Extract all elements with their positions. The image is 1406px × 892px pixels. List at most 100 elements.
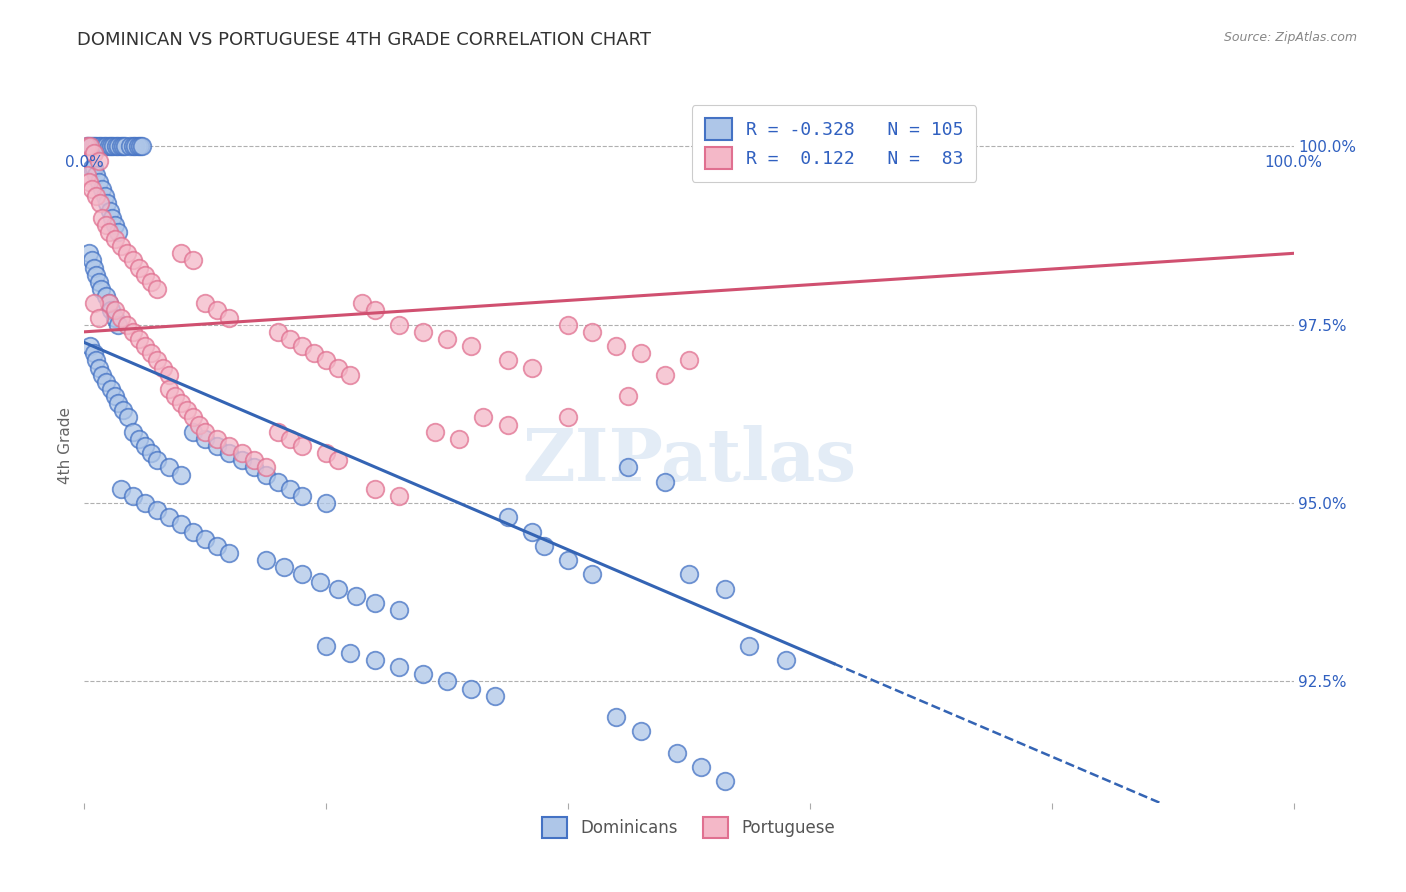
Point: [91, 182, 114, 196]
Point: [496, 353, 519, 368]
Point: [90, 282, 112, 296]
Point: [520, 360, 543, 375]
Point: [188, 417, 211, 432]
Point: [218, 546, 240, 560]
Point: [83, 139, 105, 153]
Point: [104, 218, 127, 232]
Point: [107, 318, 129, 332]
Point: [104, 303, 127, 318]
Point: [254, 467, 277, 482]
Point: [388, 660, 411, 674]
Point: [87, 310, 110, 325]
Point: [128, 332, 150, 346]
Point: [152, 360, 174, 375]
Point: [605, 339, 627, 353]
Point: [496, 417, 519, 432]
Point: [128, 432, 150, 446]
Point: [83, 146, 105, 161]
Point: [87, 175, 110, 189]
Point: [83, 260, 105, 275]
Point: [80, 139, 103, 153]
Point: [89, 196, 111, 211]
Point: [690, 760, 713, 774]
Point: [412, 667, 434, 681]
Point: [207, 432, 229, 446]
Point: [121, 253, 143, 268]
Point: [79, 139, 101, 153]
Point: [87, 139, 110, 153]
Point: [181, 253, 204, 268]
Point: [242, 453, 264, 467]
Point: [112, 139, 135, 153]
Point: [181, 425, 204, 439]
Point: [181, 410, 204, 425]
Point: [112, 403, 135, 417]
Point: [157, 382, 180, 396]
Point: [110, 310, 132, 325]
Point: [86, 268, 108, 282]
Point: [315, 496, 337, 510]
Point: [139, 275, 162, 289]
Text: 100.0%: 100.0%: [1264, 155, 1323, 169]
Point: [115, 318, 138, 332]
Point: [460, 339, 482, 353]
Point: [533, 539, 555, 553]
Point: [665, 746, 688, 760]
Point: [436, 332, 458, 346]
Point: [121, 489, 143, 503]
Point: [170, 467, 193, 482]
Text: ZIPatlas: ZIPatlas: [522, 425, 856, 496]
Point: [678, 353, 700, 368]
Point: [207, 303, 229, 318]
Point: [346, 589, 368, 603]
Point: [131, 139, 153, 153]
Point: [557, 410, 579, 425]
Point: [617, 460, 640, 475]
Point: [328, 453, 350, 467]
Point: [146, 503, 169, 517]
Point: [315, 639, 337, 653]
Point: [194, 532, 217, 546]
Point: [134, 439, 156, 453]
Point: [267, 425, 290, 439]
Point: [94, 218, 117, 232]
Point: [363, 596, 385, 610]
Point: [352, 296, 374, 310]
Point: [738, 639, 761, 653]
Point: [134, 339, 156, 353]
Point: [121, 139, 143, 153]
Point: [146, 282, 169, 296]
Point: [77, 175, 100, 189]
Point: [94, 139, 117, 153]
Point: [412, 325, 434, 339]
Point: [363, 482, 385, 496]
Text: Source: ZipAtlas.com: Source: ZipAtlas.com: [1223, 31, 1357, 45]
Point: [80, 253, 103, 268]
Point: [121, 425, 143, 439]
Point: [315, 446, 337, 460]
Point: [291, 339, 314, 353]
Point: [170, 517, 193, 532]
Point: [218, 310, 240, 325]
Point: [86, 139, 108, 153]
Point: [617, 389, 640, 403]
Point: [77, 246, 100, 260]
Point: [107, 396, 129, 410]
Point: [423, 425, 446, 439]
Point: [121, 325, 143, 339]
Point: [94, 289, 117, 303]
Point: [127, 139, 149, 153]
Point: [104, 310, 127, 325]
Point: [120, 139, 142, 153]
Point: [107, 139, 129, 153]
Point: [97, 296, 120, 310]
Point: [91, 368, 114, 382]
Point: [231, 446, 253, 460]
Point: [176, 403, 198, 417]
Point: [242, 460, 264, 475]
Point: [93, 139, 115, 153]
Point: [630, 724, 652, 739]
Point: [90, 139, 112, 153]
Point: [97, 139, 120, 153]
Point: [83, 346, 105, 360]
